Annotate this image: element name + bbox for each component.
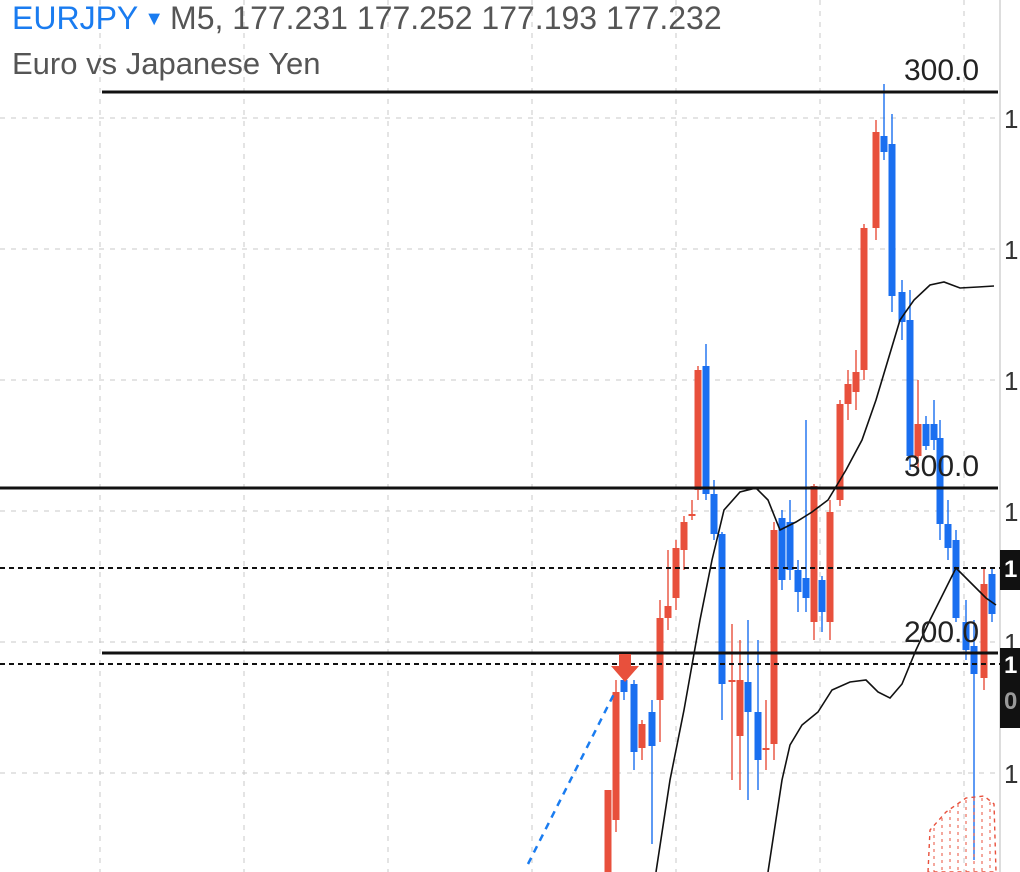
symbol-name[interactable]: EURJPY — [12, 0, 139, 36]
candle-body — [744, 682, 752, 712]
candle-body — [952, 540, 960, 618]
symbol-header: EURJPY ▼ M5, 177.231 177.252 177.193 177.2… — [12, 0, 722, 37]
candle-body — [736, 680, 744, 736]
candle-body — [688, 514, 696, 516]
candle-body — [880, 136, 888, 152]
candle-body — [718, 534, 726, 684]
candle-body — [944, 524, 952, 548]
vertical-grid — [99, 0, 965, 872]
candle-body — [922, 424, 930, 446]
candle-body — [710, 494, 718, 534]
candle-body — [872, 132, 880, 228]
candle-body — [672, 548, 680, 598]
price-axis-tick: 1 — [1004, 104, 1019, 134]
candle-body — [702, 366, 710, 494]
candle-body — [898, 292, 906, 322]
candle-body — [656, 618, 664, 700]
candle-body — [988, 574, 996, 614]
candle-body — [612, 692, 620, 820]
candle-body — [936, 438, 944, 524]
candle-body — [762, 748, 770, 750]
candle-body — [604, 790, 612, 872]
sell-arrow-icon[interactable] — [611, 654, 639, 682]
horizontal-grid — [0, 117, 1000, 774]
price-axis-tick: 1 — [1004, 235, 1019, 265]
symbol-description: Euro vs Japanese Yen — [12, 46, 321, 81]
candle-body — [786, 522, 794, 570]
candle-body — [664, 606, 672, 618]
ma-line-lower — [767, 566, 997, 872]
candle-body — [620, 680, 628, 692]
price-axis-tick: 1 — [1004, 366, 1019, 396]
quote-line: M5, 177.231 177.252 177.193 177.232 — [170, 0, 722, 36]
price-tag-upper: 1 — [1000, 550, 1020, 590]
candle-body — [852, 372, 860, 392]
hatched-zone — [927, 795, 997, 872]
candle-body — [638, 724, 646, 748]
candle-body — [680, 522, 688, 550]
level-label-upper: 300.0 — [904, 54, 980, 87]
candle-body — [906, 320, 914, 456]
candle-body — [930, 424, 938, 440]
candle-body — [630, 684, 638, 752]
candle-body — [754, 712, 762, 760]
ma-line-upper — [655, 281, 995, 872]
candle-body — [844, 384, 852, 404]
candle-body — [914, 424, 922, 456]
price-axis-tick: 1 — [1004, 759, 1019, 789]
candle-body — [694, 370, 702, 490]
level-label-middle: 300.0 — [904, 450, 980, 483]
candle-body — [970, 646, 978, 674]
candle-body — [810, 486, 818, 622]
candle-body — [860, 228, 868, 370]
trend-line[interactable] — [526, 689, 618, 865]
candle-body — [818, 580, 826, 612]
candle-body — [728, 680, 736, 682]
candle-body — [888, 144, 896, 296]
candle-body — [980, 584, 988, 678]
price-tag-lower-extra: 0 — [1004, 688, 1018, 715]
candle-body — [836, 404, 844, 500]
candle-body — [770, 530, 778, 744]
price-axis-tick: 1 — [1004, 497, 1019, 527]
candle-body — [794, 570, 802, 592]
candle-body — [648, 712, 656, 746]
level-label-lower: 200.0 — [904, 616, 980, 649]
candle-body — [962, 622, 970, 650]
caret-down-icon[interactable]: ▼ — [144, 8, 165, 30]
candle-body — [802, 578, 810, 598]
candle-body — [778, 518, 786, 580]
price-tag-lower: 1 0 — [1000, 648, 1020, 728]
price-tag-lower-text: 1 — [1004, 652, 1018, 679]
